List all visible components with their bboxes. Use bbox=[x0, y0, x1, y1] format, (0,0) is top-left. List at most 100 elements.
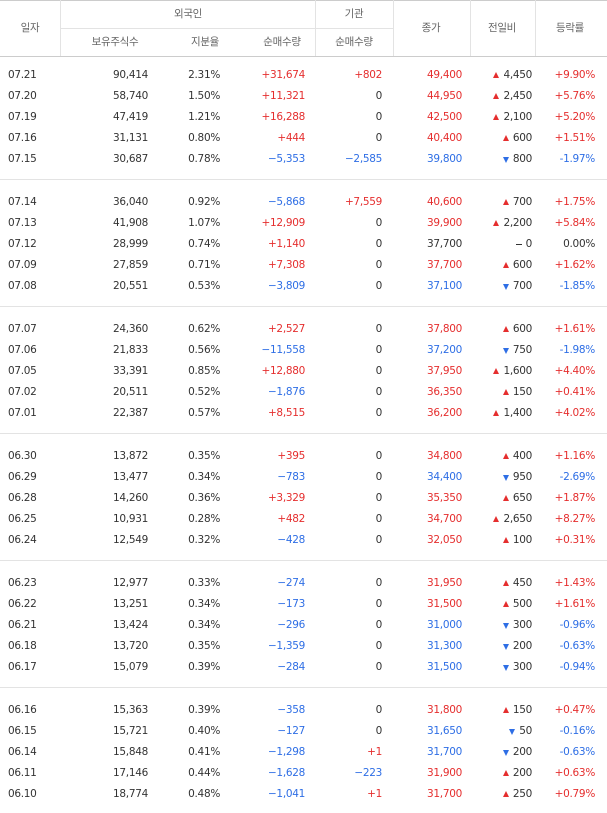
ratio: 0.36% bbox=[188, 492, 220, 504]
institution-net: 0 bbox=[375, 534, 383, 546]
holdings: 15,079 bbox=[113, 661, 148, 673]
arrow-up bbox=[502, 580, 509, 586]
date: 07.07 bbox=[8, 323, 37, 335]
date: 06.14 bbox=[8, 746, 37, 758]
change: 600 bbox=[512, 259, 532, 271]
change-rate: +1.16% bbox=[554, 450, 596, 462]
date: 07.02 bbox=[8, 386, 37, 398]
foreign-net: +1,140 bbox=[267, 238, 305, 250]
change: 600 bbox=[512, 132, 532, 144]
close-price: 37,200 bbox=[427, 344, 462, 356]
foreign-net: −358 bbox=[277, 704, 305, 716]
sub-header-label: 보유주식수 bbox=[91, 36, 139, 48]
holdings: 90,414 bbox=[113, 69, 148, 81]
change-rate: +8.27% bbox=[554, 513, 596, 525]
close-price: 40,600 bbox=[427, 196, 462, 208]
close-price: 49,400 bbox=[427, 69, 462, 81]
institution-net: +1 bbox=[367, 788, 382, 800]
change: 200 bbox=[512, 746, 532, 758]
arrow-up bbox=[502, 389, 509, 395]
change-rate: +1.61% bbox=[554, 598, 596, 610]
change: 300 bbox=[512, 619, 532, 631]
close-price: 37,700 bbox=[427, 238, 462, 250]
change-rate: -0.63% bbox=[559, 640, 596, 652]
top-border bbox=[0, 0, 607, 1]
arrow-down bbox=[502, 475, 509, 481]
date: 07.13 bbox=[8, 217, 37, 229]
institution-net: 0 bbox=[375, 132, 383, 144]
date: 06.24 bbox=[8, 534, 37, 546]
date: 07.19 bbox=[8, 111, 37, 123]
institution-net: −223 bbox=[354, 767, 382, 779]
close-price: 31,700 bbox=[427, 788, 462, 800]
ratio: 0.57% bbox=[188, 407, 220, 419]
change-rate: +1.43% bbox=[554, 577, 596, 589]
arrow-up bbox=[493, 410, 500, 416]
foreign-net: −1,041 bbox=[267, 788, 305, 800]
institution-net: 0 bbox=[375, 111, 383, 123]
change: 150 bbox=[512, 386, 532, 398]
change: 400 bbox=[512, 450, 532, 462]
institution-net: 0 bbox=[375, 90, 383, 102]
foreign-net: −5,868 bbox=[267, 196, 305, 208]
foreign-net: +12,909 bbox=[261, 217, 306, 229]
institution-net: 0 bbox=[375, 323, 383, 335]
ratio: 0.35% bbox=[188, 450, 220, 462]
change: 2,650 bbox=[503, 513, 532, 525]
close-price: 31,650 bbox=[427, 725, 462, 737]
change: 750 bbox=[512, 344, 532, 356]
close-price: 31,500 bbox=[427, 661, 462, 673]
holdings: 31,131 bbox=[113, 132, 148, 144]
foreign-net: −284 bbox=[277, 661, 305, 673]
change-rate: +1.61% bbox=[554, 323, 596, 335]
ratio: 0.44% bbox=[188, 767, 220, 779]
institution-net: −2,585 bbox=[344, 153, 382, 165]
ratio: 0.71% bbox=[188, 259, 220, 271]
institution-net: 0 bbox=[375, 492, 383, 504]
foreign-net: +8,515 bbox=[267, 407, 305, 419]
ratio: 0.35% bbox=[188, 640, 220, 652]
foreign-net: +482 bbox=[277, 513, 305, 525]
header-label: 전일비 bbox=[487, 22, 517, 34]
change-rate: +0.79% bbox=[554, 788, 596, 800]
change-rate: +1.75% bbox=[554, 196, 596, 208]
arrow-up bbox=[493, 72, 500, 78]
date: 07.08 bbox=[8, 280, 37, 292]
sub-header-label: 순매수량 bbox=[263, 36, 301, 48]
foreign-net: −11,558 bbox=[261, 344, 306, 356]
change-rate: -1.85% bbox=[559, 280, 596, 292]
date: 07.15 bbox=[8, 153, 37, 165]
change: 200 bbox=[512, 640, 532, 652]
change-rate: +5.84% bbox=[554, 217, 596, 229]
arrow-up bbox=[493, 220, 500, 226]
foreign-net: +444 bbox=[277, 132, 305, 144]
change: 2,450 bbox=[503, 90, 532, 102]
sub-header-label: 순매수량 bbox=[335, 36, 373, 48]
change-rate: +0.47% bbox=[554, 704, 596, 716]
holdings: 41,908 bbox=[113, 217, 148, 229]
change: 0 bbox=[525, 238, 533, 250]
foreign-net: −783 bbox=[277, 471, 305, 483]
close-price: 39,800 bbox=[427, 153, 462, 165]
change: 800 bbox=[512, 153, 532, 165]
header-label: 기관 bbox=[344, 8, 364, 20]
ratio: 0.41% bbox=[188, 746, 220, 758]
change-rate: +1.62% bbox=[554, 259, 596, 271]
foreign-net: +395 bbox=[277, 450, 305, 462]
change-rate: +1.87% bbox=[554, 492, 596, 504]
ratio: 0.52% bbox=[188, 386, 220, 398]
close-price: 36,350 bbox=[427, 386, 462, 398]
foreign-net: −1,628 bbox=[267, 767, 305, 779]
foreign-net: +7,308 bbox=[267, 259, 305, 271]
holdings: 24,360 bbox=[113, 323, 148, 335]
institution-net: 0 bbox=[375, 344, 383, 356]
holdings: 18,774 bbox=[113, 788, 148, 800]
ratio: 0.56% bbox=[188, 344, 220, 356]
holdings: 27,859 bbox=[113, 259, 148, 271]
date: 06.28 bbox=[8, 492, 37, 504]
institution-net: +802 bbox=[354, 69, 382, 81]
ratio: 0.80% bbox=[188, 132, 220, 144]
change: 50 bbox=[519, 725, 532, 737]
close-price: 40,400 bbox=[427, 132, 462, 144]
close-price: 42,500 bbox=[427, 111, 462, 123]
